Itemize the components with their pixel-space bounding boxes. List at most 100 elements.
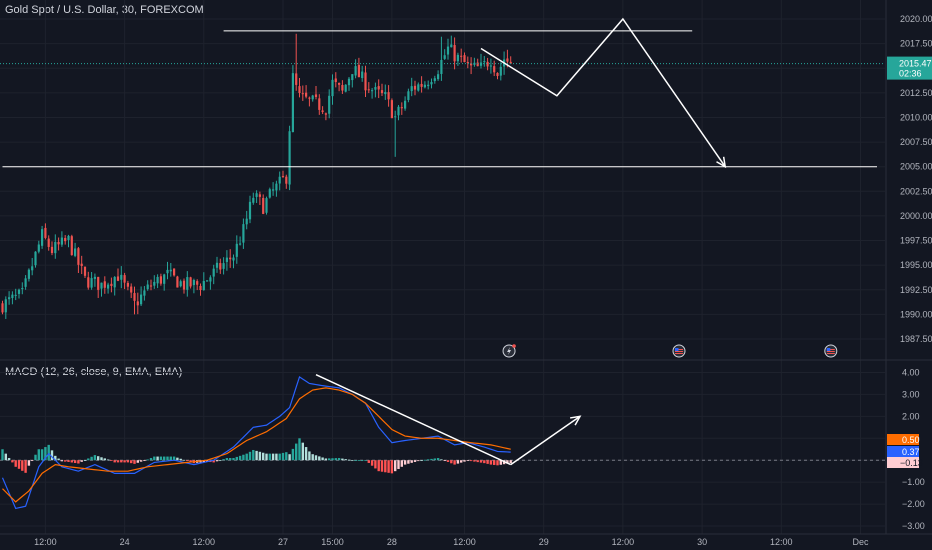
candle-body (136, 301, 139, 306)
histogram-bar (265, 453, 268, 461)
candle-body (50, 246, 54, 254)
candle-body (377, 86, 380, 90)
candle-body (57, 241, 60, 245)
candle-body (255, 193, 258, 197)
histogram-bar (222, 459, 225, 461)
histogram-bar (331, 458, 334, 461)
time-tick-label: 24 (120, 537, 130, 547)
macd-arrow-line[interactable] (510, 415, 581, 466)
projection-arrowhead (716, 156, 727, 169)
candle-body (219, 263, 222, 270)
price-axis[interactable]: 2020.002017.502015.002012.502010.002007.… (900, 14, 932, 344)
histogram-bar (212, 460, 215, 463)
candle-body (453, 45, 456, 62)
candle-body (400, 107, 403, 109)
macd-tick-label: 2.00 (902, 411, 920, 421)
histogram-bar (278, 453, 281, 461)
candle-body (275, 183, 278, 191)
histogram-bar (367, 460, 370, 463)
candle-body (357, 64, 360, 78)
histogram-bar (34, 454, 37, 461)
candle-body (328, 95, 331, 114)
candle-body (433, 78, 436, 82)
macd-trendline[interactable] (315, 374, 512, 466)
histogram-bar (337, 458, 341, 461)
candle-body (153, 281, 156, 286)
flag-stripe (675, 349, 683, 350)
lightning-icon[interactable] (502, 344, 516, 358)
flag-stripe (826, 353, 835, 354)
histogram-bar (130, 460, 133, 464)
candle-body (407, 91, 410, 100)
value-tag-text: −0.13 (900, 458, 923, 468)
candle-body (1, 303, 4, 313)
macd-value-tag[interactable]: 0.37 (887, 446, 920, 457)
projection-path[interactable] (480, 17, 726, 168)
candle-body (443, 55, 446, 59)
histogram-bar (189, 460, 192, 463)
histogram-bar (100, 457, 103, 461)
candle-body (496, 72, 499, 77)
us-flag-icon[interactable] (672, 344, 686, 358)
candle-body (374, 87, 377, 90)
candle-body (232, 257, 235, 261)
candle-body (493, 66, 496, 73)
histogram-bar (288, 454, 291, 461)
symbol-title[interactable]: Gold Spot / U.S. Dollar, 30, FOREXCOM (5, 4, 204, 16)
candle-body (278, 176, 281, 184)
candle-body (83, 266, 87, 276)
histogram-value-tag[interactable]: −0.13 (887, 457, 923, 468)
flag-stripe (675, 353, 683, 354)
histogram-bar (473, 460, 476, 462)
flag-canton (675, 348, 679, 351)
candle-body (295, 73, 298, 85)
histogram-bar (275, 453, 278, 461)
candle-body (460, 55, 463, 57)
histogram-bar (245, 453, 248, 461)
us-flag-icon[interactable] (824, 344, 838, 358)
histogram-bar (60, 460, 64, 462)
histogram-bar (370, 460, 374, 466)
histogram-bar (80, 460, 83, 462)
candle-body (334, 78, 337, 83)
histogram-bar (37, 449, 40, 461)
price-tick-label: 2007.50 (900, 137, 932, 147)
candle-body (169, 269, 172, 272)
time-axis[interactable]: 12:00 24 12:00 27 15:00 28 12:00 29 12:00 30 12:00… (34, 537, 869, 547)
time-tick-label: 30 (697, 537, 707, 547)
histogram-bar (40, 449, 44, 461)
histogram-bar (354, 460, 357, 462)
candle-body (182, 280, 186, 290)
candle-body (202, 281, 205, 291)
histogram-bar (136, 460, 139, 463)
price-tick-label: 2017.50 (900, 39, 932, 49)
candle-body (420, 83, 423, 87)
histogram-bar (463, 460, 466, 462)
histogram-bar (172, 456, 176, 461)
histogram-bar (106, 459, 110, 461)
histogram-bar (479, 460, 483, 463)
histogram-bar (450, 460, 453, 464)
signal-value-tag[interactable]: 0.50 (887, 434, 920, 445)
candle-body (413, 85, 417, 90)
candle-body (31, 266, 34, 271)
candle-body (450, 44, 453, 48)
histogram-bar (291, 448, 295, 461)
candle-body (11, 294, 14, 299)
candle-body (463, 55, 466, 63)
histogram-bar (67, 460, 70, 462)
candle-body (8, 297, 11, 300)
candle-body (212, 268, 215, 277)
candle-body (311, 95, 314, 100)
histogram-bar (469, 460, 473, 462)
histogram-bar (304, 447, 308, 461)
candle-body (321, 110, 324, 113)
histogram-bar (238, 455, 242, 461)
histogram-bar (499, 460, 502, 465)
histogram-bar (110, 460, 113, 462)
candle-body (64, 237, 67, 242)
candle-body (110, 283, 113, 286)
histogram-bar (417, 460, 420, 462)
